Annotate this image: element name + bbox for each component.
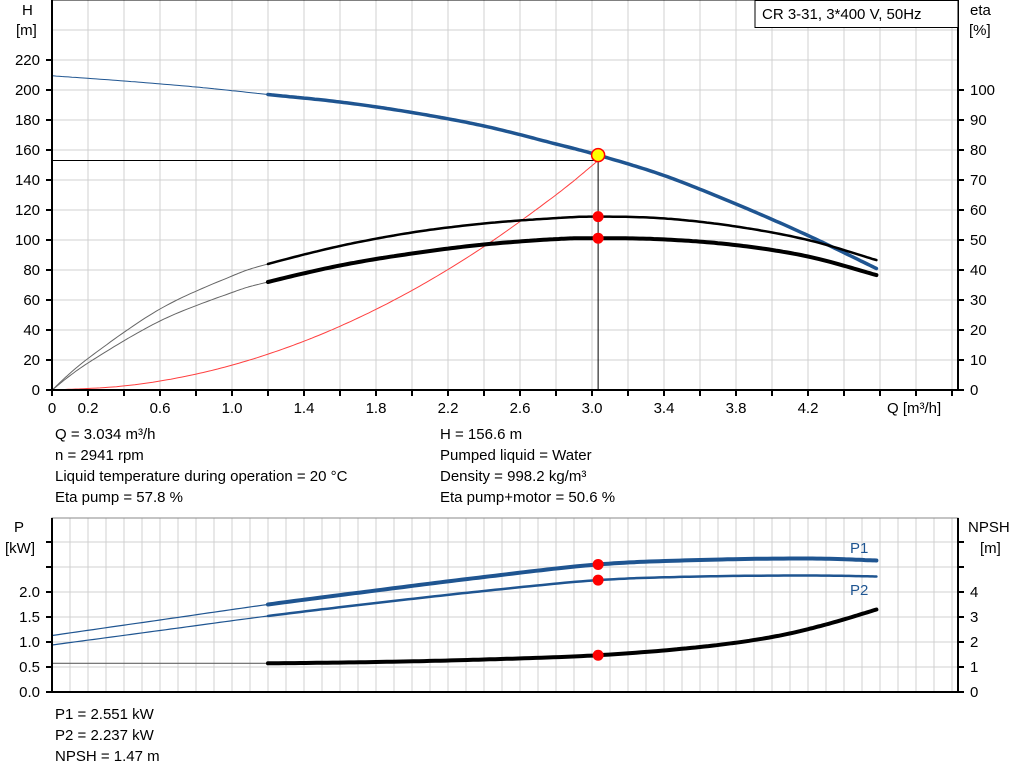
x-tick-label: 2.6	[510, 400, 531, 417]
npsh-axis-name: NPSH	[968, 519, 1010, 536]
x-tick-label: 1.0	[222, 400, 243, 417]
p-tick-label: 2.0	[19, 584, 40, 601]
p-axis-name: P	[14, 519, 24, 536]
p-tick-label: 1.0	[19, 634, 40, 651]
eta-tick-label: 70	[970, 172, 987, 189]
eta-tick-label: 20	[970, 322, 987, 339]
eta-tick-label: 100	[970, 82, 995, 99]
info-liquid: Pumped liquid = Water	[440, 447, 592, 464]
p-tick-label: 1.5	[19, 609, 40, 626]
eta-tick-label: 30	[970, 292, 987, 309]
h-tick-label: 0	[32, 382, 40, 399]
info-bottom: P1 = 2.551 kW P2 = 2.237 kW NPSH = 1.47 …	[55, 704, 160, 767]
info-p1: P1 = 2.551 kW	[55, 706, 154, 723]
npsh-operating-marker	[592, 649, 604, 661]
eta-tick-label: 40	[970, 262, 987, 279]
h-tick-label: 200	[15, 82, 40, 99]
eta-tick-label: 50	[970, 232, 987, 249]
info-temperature: Liquid temperature during operation = 20…	[55, 468, 348, 485]
info-eta-pump-motor: Eta pump+motor = 50.6 %	[440, 489, 616, 506]
eta-tick-label: 10	[970, 352, 987, 369]
h-tick-label: 80	[23, 262, 40, 279]
eta-tick-label: 60	[970, 202, 987, 219]
curve-P1-thin	[51, 603, 269, 637]
h-tick-label: 180	[15, 112, 40, 129]
curve-NPSH	[266, 607, 879, 666]
eta-tick-label: 80	[970, 142, 987, 159]
x-tick-label: 0.2	[78, 400, 99, 417]
p1-operating-marker	[592, 558, 604, 570]
curve-H	[266, 92, 879, 271]
npsh-tick-label: 1	[970, 659, 978, 676]
curve-P2-thin	[51, 615, 269, 646]
h-tick-label: 160	[15, 142, 40, 159]
x-tick-label: 3.4	[654, 400, 675, 417]
info-eta-pump: Eta pump = 57.8 %	[55, 489, 183, 506]
h-tick-label: 140	[15, 172, 40, 189]
p-axis-unit: [kW]	[5, 540, 35, 557]
npsh-tick-label: 2	[970, 634, 978, 651]
eta-tick-label: 0	[970, 382, 978, 399]
x-tick-label: 4.2	[798, 400, 819, 417]
h-tick-label: 60	[23, 292, 40, 309]
curve-eta_pump_motor	[266, 236, 879, 284]
info-density: Density = 998.2 kg/m³	[440, 468, 587, 485]
legend-box-text: CR 3-31, 3*400 V, 50Hz	[762, 6, 922, 23]
h-tick-label: 120	[15, 202, 40, 219]
top-plot-frame	[51, 0, 959, 391]
eta-axis-name: eta	[970, 2, 992, 19]
eta-pump-motor-operating-marker	[592, 232, 604, 244]
info-top-right: H = 156.6 m Pumped liquid = Water Densit…	[440, 424, 615, 508]
x-tick-label: 3.0	[582, 400, 603, 417]
legend-box: CR 3-31, 3*400 V, 50Hz	[754, 0, 959, 28]
p2-operating-marker	[592, 574, 604, 586]
info-top-left: Q = 3.034 m³/h n = 2941 rpm Liquid tempe…	[55, 424, 347, 508]
x-tick-label: 3.8	[726, 400, 747, 417]
p1-series-label: P1	[850, 540, 868, 557]
head-operating-marker	[590, 147, 606, 163]
npsh-tick-label: 3	[970, 609, 978, 626]
curve-P2	[266, 574, 878, 618]
x-tick-label: 1.8	[366, 400, 387, 417]
npsh-tick-label: 0	[970, 684, 978, 701]
info-head: H = 156.6 m	[440, 426, 523, 443]
x-tick-label: 0.6	[150, 400, 171, 417]
h-tick-label: 20	[23, 352, 40, 369]
eta-tick-label: 90	[970, 112, 987, 129]
curve-H-thin	[51, 75, 269, 95]
x-tick-label: 0	[48, 400, 56, 417]
p-tick-label: 0.5	[19, 659, 40, 676]
h-axis-unit: [m]	[16, 22, 37, 39]
info-flow: Q = 3.034 m³/h	[55, 426, 156, 443]
info-p2: P2 = 2.237 kW	[55, 727, 154, 744]
eta-axis-unit: [%]	[969, 22, 991, 39]
curve-eta_pump-thin	[51, 263, 269, 391]
h-tick-label: 40	[23, 322, 40, 339]
curve-eta_pump	[266, 215, 878, 266]
x-tick-label: 2.2	[438, 400, 459, 417]
npsh-axis-unit: [m]	[980, 540, 1001, 557]
q-axis-label: Q [m³/h]	[887, 400, 941, 417]
h-tick-label: 100	[15, 232, 40, 249]
info-speed: n = 2941 rpm	[55, 447, 144, 464]
x-tick-label: 1.4	[294, 400, 315, 417]
npsh-tick-label: 4	[970, 584, 978, 601]
curve-eta_pump_motor-thin	[51, 281, 269, 391]
bottom-plot-frame	[51, 517, 959, 693]
p-tick-label: 0.0	[19, 684, 40, 701]
eta-pump-operating-marker	[592, 211, 604, 223]
p2-series-label: P2	[850, 582, 868, 599]
curve-system_curve	[51, 160, 599, 391]
h-tick-label: 220	[15, 52, 40, 69]
h-axis-name: H	[22, 2, 33, 19]
info-npsh: NPSH = 1.47 m	[55, 748, 160, 765]
